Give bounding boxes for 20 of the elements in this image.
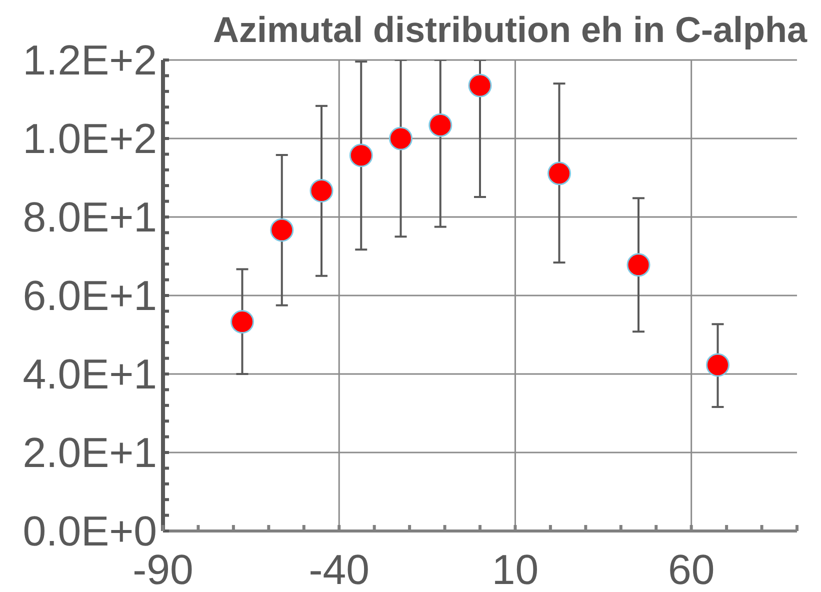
point bbox=[468, 74, 492, 98]
chart-title: Azimutal distribution eh in C-alpha bbox=[213, 9, 808, 50]
point bbox=[626, 253, 650, 277]
point bbox=[270, 218, 294, 242]
y-tick-label: 1.2E+2 bbox=[22, 36, 157, 84]
point bbox=[548, 162, 571, 186]
point bbox=[706, 353, 730, 377]
y-tick-label: 6.0E+1 bbox=[22, 272, 157, 320]
point bbox=[230, 310, 254, 334]
y-tick-label: 1.0E+2 bbox=[22, 115, 157, 162]
point bbox=[349, 144, 373, 168]
y-tick-label: 2.0E+1 bbox=[22, 429, 157, 476]
x-tick-label: 10 bbox=[492, 546, 539, 592]
x-tick-label: 60 bbox=[668, 546, 715, 592]
x-tick-label: -40 bbox=[308, 546, 370, 592]
point bbox=[428, 113, 452, 137]
point bbox=[389, 126, 412, 150]
y-tick-label: 8.0E+1 bbox=[22, 194, 157, 241]
point bbox=[310, 178, 334, 202]
y-tick-label: 4.0E+1 bbox=[22, 350, 157, 398]
